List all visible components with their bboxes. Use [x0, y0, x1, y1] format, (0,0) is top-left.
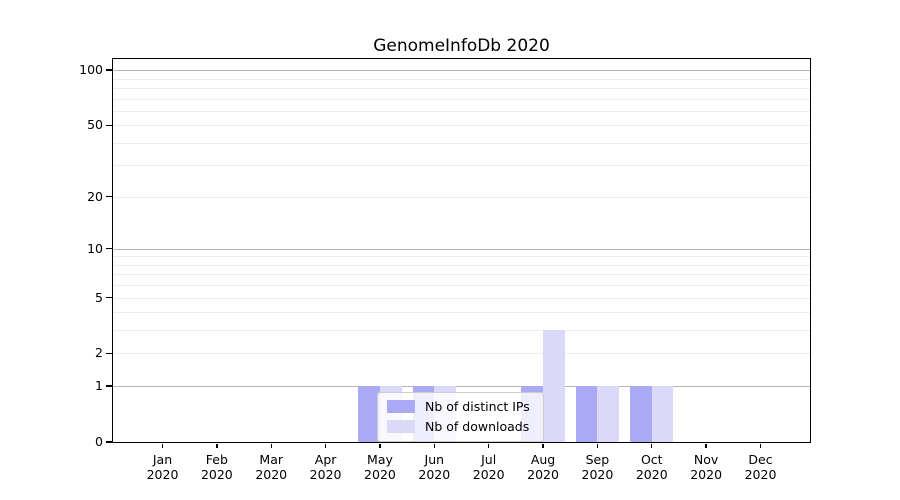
x-tick-label: Apr 2020 [294, 452, 358, 482]
minor-gridline [113, 110, 810, 112]
y-axis-tick [105, 69, 112, 71]
minor-gridline [113, 285, 810, 287]
x-axis-tick [487, 443, 490, 448]
plot-area [111, 57, 811, 443]
legend-item-distinct-ips: Nb of distinct IPs [378, 397, 543, 416]
y-tick-label: 2 [95, 345, 103, 361]
x-axis-tick [542, 443, 544, 448]
x-tick-year: 2020 [581, 467, 614, 482]
x-tick-label: Jun 2020 [402, 452, 466, 482]
minor-gridline [113, 256, 810, 258]
x-tick-year: 2020 [200, 467, 233, 482]
x-tick-month: May [367, 452, 393, 467]
minor-gridline [113, 98, 810, 100]
x-tick-year: 2020 [146, 467, 179, 482]
x-tick-month: Jul [481, 452, 497, 467]
x-tick-label: Feb 2020 [185, 452, 249, 482]
legend-label-downloads: Nb of downloads [425, 419, 530, 434]
minor-gridline [113, 87, 810, 89]
x-tick-month: Oct [640, 452, 663, 467]
bar [651, 386, 674, 442]
x-tick-month: Jun [424, 452, 445, 467]
minor-gridline [113, 330, 810, 332]
minor-gridline [113, 264, 810, 266]
x-axis-tick [270, 443, 272, 448]
x-axis-tick [433, 443, 435, 448]
y-axis-tick [105, 441, 112, 443]
y-tick-label: 10 [87, 240, 103, 256]
bar [543, 330, 565, 442]
x-axis-tick [161, 443, 164, 448]
y-tick-label: 50 [87, 117, 103, 133]
major-gridline [113, 386, 810, 388]
legend: Nb of distinct IPs Nb of downloads [377, 392, 544, 442]
x-tick-label: Aug 2020 [511, 452, 575, 482]
x-tick-month: Mar [259, 452, 284, 467]
x-tick-year: 2020 [690, 467, 723, 482]
y-tick-label: 1 [95, 378, 103, 394]
bar [358, 386, 380, 442]
minor-gridline [113, 274, 810, 276]
y-axis-tick [105, 124, 112, 126]
x-tick-label: Sep 2020 [565, 452, 629, 482]
x-tick-label: Oct 2020 [620, 452, 684, 482]
x-tick-year: 2020 [255, 467, 288, 482]
bar [597, 386, 620, 442]
x-tick-month: Dec [748, 452, 773, 467]
x-tick-label: Jan 2020 [131, 452, 195, 482]
x-tick-label: Jul 2020 [457, 452, 521, 482]
bar [630, 386, 652, 442]
x-tick-month: Feb [205, 452, 228, 467]
minor-gridline [113, 165, 810, 167]
y-tick-label: 0 [95, 434, 103, 449]
major-gridline [113, 70, 810, 72]
y-axis-tick [105, 196, 112, 198]
y-axis-tick [105, 352, 112, 355]
x-axis-tick [379, 443, 381, 448]
x-tick-label: Dec 2020 [729, 452, 793, 482]
minor-gridline [113, 297, 810, 299]
x-axis-tick [324, 443, 327, 448]
minor-gridline [113, 353, 810, 355]
minor-gridline [113, 125, 810, 127]
minor-gridline [113, 312, 810, 314]
x-axis-tick [759, 443, 762, 448]
legend-swatch-downloads [387, 420, 415, 433]
x-axis-tick [651, 443, 653, 448]
x-tick-month: Jan [152, 452, 173, 467]
minor-gridline [113, 196, 810, 198]
x-tick-month: Sep [585, 452, 610, 467]
major-gridline [113, 248, 810, 250]
x-axis-tick [596, 443, 599, 448]
legend-swatch-distinct-ips [387, 400, 415, 413]
x-tick-year: 2020 [744, 467, 777, 482]
x-axis-tick [705, 443, 707, 448]
chart-title: GenomeInfoDb 2020 [373, 36, 550, 56]
y-axis-tick [105, 248, 112, 250]
y-tick-label: 5 [95, 289, 103, 305]
x-tick-year: 2020 [364, 467, 396, 482]
x-tick-month: Apr [314, 452, 337, 467]
x-tick-month: Aug [530, 452, 556, 467]
x-axis-tick [216, 443, 218, 448]
x-tick-year: 2020 [472, 467, 505, 482]
y-tick-label: 20 [87, 188, 103, 204]
legend-item-downloads: Nb of downloads [378, 417, 543, 436]
y-axis-tick [105, 385, 112, 387]
x-tick-label: Nov 2020 [674, 452, 738, 482]
bar [575, 386, 598, 442]
x-tick-year: 2020 [309, 467, 342, 482]
x-tick-month: Nov [693, 452, 719, 467]
y-tick-label: 100 [79, 62, 103, 78]
minor-gridline [113, 78, 810, 80]
x-tick-label: Mar 2020 [239, 452, 303, 482]
x-tick-year: 2020 [418, 467, 451, 482]
x-tick-label: May 2020 [348, 452, 412, 482]
x-tick-year: 2020 [527, 467, 559, 482]
y-axis-tick [105, 296, 112, 299]
legend-label-distinct-ips: Nb of distinct IPs [425, 399, 530, 414]
x-tick-year: 2020 [635, 467, 668, 482]
minor-gridline [113, 142, 810, 144]
